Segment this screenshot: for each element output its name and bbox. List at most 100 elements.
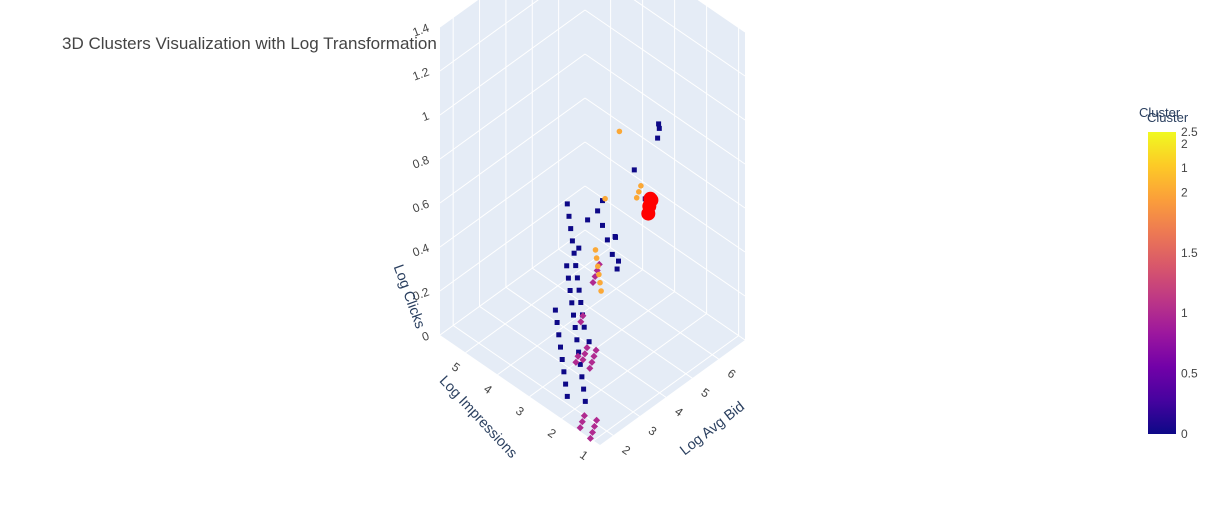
- colorbar-tick: 0: [1181, 427, 1188, 441]
- cluster-1-point: [593, 416, 601, 424]
- cluster-2-point: [616, 128, 623, 135]
- cluster-2-point: [597, 279, 603, 286]
- cluster-0-point: [604, 237, 610, 243]
- cluster-0-point: [631, 167, 637, 173]
- grid-line-z: [584, 9, 746, 121]
- cluster-0-point: [568, 226, 574, 232]
- cluster-1-point: [572, 358, 580, 366]
- colorbar-tick: 2: [1181, 185, 1188, 199]
- cluster-0-point: [569, 300, 575, 306]
- grid-line-x: [479, 305, 640, 417]
- cluster-2-point: [592, 247, 599, 253]
- colorbar-tick: 1.5: [1181, 246, 1198, 260]
- z-tick-label: 0: [420, 329, 431, 345]
- centroid-point: [641, 206, 656, 221]
- cluster-0-point: [579, 374, 585, 380]
- cluster-0-point: [586, 339, 592, 345]
- cluster-0-point: [554, 320, 560, 325]
- cluster-0-point: [563, 381, 569, 387]
- grid-line-z: [584, 53, 746, 165]
- cluster-1-point: [579, 312, 587, 320]
- chart-title: 3D Clusters Visualization with Log Trans…: [62, 34, 437, 53]
- cluster-0-point: [573, 263, 579, 269]
- scene-wall-right: [585, 0, 745, 340]
- grid-line-z: [584, 185, 746, 297]
- grid-line-z: [584, 97, 746, 209]
- x-tick-label: 6: [725, 366, 739, 381]
- cluster-2-point: [595, 263, 601, 270]
- cluster-0-point: [569, 238, 575, 244]
- grid-line-y: [593, 335, 739, 442]
- cluster-1-point: [586, 434, 594, 442]
- cluster-0-point: [564, 393, 570, 399]
- z-tick-label: 0.8: [411, 153, 432, 172]
- grid-line-z: [439, 0, 479, 28]
- cluster-0-point: [656, 125, 662, 131]
- x-axis-title: Log Avg Bid: [677, 399, 748, 459]
- cluster-0-point: [616, 258, 621, 264]
- cluster-1-point: [576, 424, 584, 432]
- grid-line-y: [529, 291, 675, 398]
- grid-line-z: [584, 141, 746, 253]
- cluster-0-point: [581, 324, 587, 330]
- z-tick-label: 0.6: [411, 197, 432, 216]
- cluster-1-point: [578, 418, 586, 426]
- cluster-2-point: [593, 255, 600, 261]
- cluster-0-point: [564, 201, 570, 207]
- cluster-0-point: [600, 198, 605, 204]
- cluster-1-point: [586, 364, 594, 372]
- cluster-2-point: [602, 195, 608, 202]
- cluster-0-point: [655, 135, 661, 141]
- cluster-2-point: [638, 183, 644, 189]
- grid-line-z: [439, 53, 586, 160]
- grid-line-x: [505, 286, 667, 398]
- cluster-1-point: [589, 278, 597, 287]
- cluster-0-point: [561, 369, 567, 375]
- y-tick-label: 4: [481, 382, 495, 397]
- colorbar-tick: 1: [1181, 306, 1188, 320]
- grid-line-x: [452, 325, 614, 436]
- grid-line-y: [465, 247, 611, 354]
- grid-line-z: [439, 9, 586, 116]
- grid-line-z: [584, 229, 746, 341]
- cluster-0-point: [612, 234, 618, 239]
- grid-line-x: [531, 267, 693, 379]
- z-tick-label: 1: [420, 109, 431, 125]
- cluster-1-point: [579, 356, 587, 364]
- grid-line-x: [558, 248, 719, 360]
- colorbar-overlay-tick: 2.5: [1181, 125, 1198, 139]
- cluster-0-point: [572, 325, 578, 330]
- cluster-2-point: [633, 195, 640, 201]
- cluster-1-point: [577, 318, 585, 326]
- cluster-0-point: [571, 250, 577, 256]
- scene-floor: [440, 230, 745, 445]
- z-tick-label: 0.2: [411, 285, 432, 304]
- grid-line-z: [439, 229, 586, 336]
- cluster-1-point: [590, 352, 598, 360]
- scene-grid: [439, 0, 746, 442]
- colorbar-tick: 0.5: [1181, 367, 1198, 381]
- cluster-0-point: [581, 386, 587, 392]
- cluster-1-point: [580, 412, 588, 420]
- y-tick-label: 1: [577, 448, 591, 463]
- cluster-0-point: [595, 208, 601, 214]
- cluster-2-point: [636, 189, 642, 195]
- z-tick-label: 1.4: [411, 21, 432, 40]
- cluster-0-point: [559, 357, 565, 362]
- cluster-1-point: [574, 352, 582, 360]
- cluster-0-point: [578, 300, 584, 305]
- cluster-0-point: [656, 121, 662, 127]
- x-tick-label: 4: [672, 404, 686, 419]
- cluster-1-point: [581, 350, 589, 358]
- centroid-point: [644, 193, 659, 208]
- y-tick-label: 5: [449, 360, 463, 375]
- cluster-0-point: [577, 361, 583, 367]
- cluster-0-point: [600, 222, 605, 228]
- y-tick-label: 3: [513, 404, 527, 419]
- cluster-0-point: [552, 307, 558, 313]
- cluster-0-point: [571, 312, 576, 318]
- cluster-1-point: [588, 428, 597, 436]
- grid-line-z: [439, 185, 586, 292]
